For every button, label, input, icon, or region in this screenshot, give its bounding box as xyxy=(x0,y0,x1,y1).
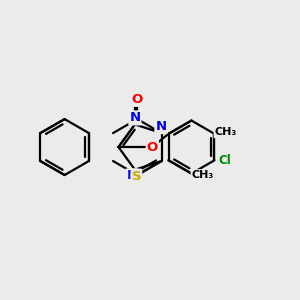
Text: O: O xyxy=(147,141,158,154)
Text: S: S xyxy=(132,170,141,183)
Text: N: N xyxy=(126,169,137,182)
Text: O: O xyxy=(132,93,143,106)
Text: Cl: Cl xyxy=(218,154,231,167)
Text: N: N xyxy=(155,120,167,133)
Text: CH₃: CH₃ xyxy=(191,170,214,180)
Text: N: N xyxy=(129,111,140,124)
Text: CH₃: CH₃ xyxy=(214,127,237,137)
